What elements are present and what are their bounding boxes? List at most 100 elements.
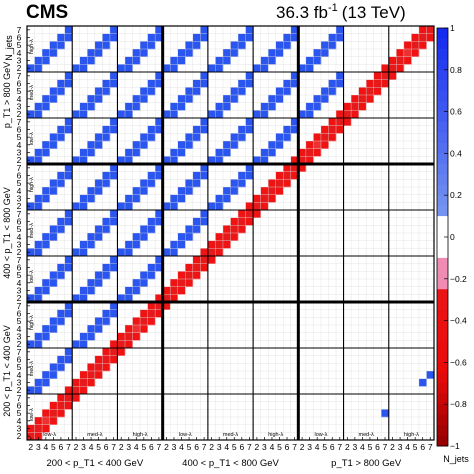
heatmap-cell [162, 110, 171, 119]
x-tick-label: 5 [413, 442, 418, 452]
heatmap-cell [102, 125, 111, 134]
heatmap-cell [230, 133, 239, 142]
y-tick-label: 2 [17, 155, 22, 165]
heatmap-cell [351, 110, 359, 119]
heatmap-cell [109, 355, 118, 364]
heatmap-cell [57, 309, 65, 318]
heatmap-cell [102, 217, 111, 226]
y-tick-label: 5 [17, 178, 22, 188]
heatmap-cell [94, 363, 103, 372]
heatmap-cell [268, 187, 277, 195]
x-tick-label: 4 [360, 442, 365, 452]
heatmap-cell [132, 148, 141, 157]
heatmap-cell [238, 210, 246, 218]
y-tick-label: 7 [17, 301, 22, 311]
heatmap-cell [34, 156, 43, 165]
heatmap-cell [109, 309, 118, 318]
y-tick-label: 3 [17, 240, 22, 250]
heatmap-cell [64, 79, 73, 88]
heatmap-cell [313, 102, 322, 111]
heatmap-cell [238, 87, 246, 96]
heatmap-cell [245, 118, 254, 126]
heatmap-cell [109, 125, 118, 134]
heatmap-cell [42, 286, 50, 295]
heatmap-cell [34, 194, 43, 203]
colorbar-segment [437, 372, 448, 384]
y-tick-label: 4 [17, 94, 22, 104]
heatmap-cell [140, 187, 148, 195]
heatmap-cell [124, 56, 133, 65]
heatmap-cell [313, 141, 322, 149]
heatmap-cell [200, 171, 209, 180]
heatmap-cell [177, 279, 186, 287]
colorbar-segment [437, 163, 448, 175]
colorbar-tick-label: −0.2 [450, 274, 467, 284]
heatmap-cell [253, 110, 261, 119]
heatmap-cell [94, 141, 103, 149]
heatmap-cell [283, 33, 292, 42]
heatmap-cell [109, 33, 118, 42]
heatmap-cell [351, 102, 359, 111]
heatmap-cell [418, 378, 427, 387]
colorbar-tick-label: 0.4 [450, 148, 462, 158]
heatmap-cell [34, 332, 43, 341]
heatmap-cell [192, 179, 201, 188]
heatmap-cell [94, 179, 103, 188]
heatmap-cell [215, 64, 224, 73]
heatmap-cell [64, 348, 73, 356]
heatmap-cell [275, 133, 284, 142]
y-tick-label: 5 [17, 316, 22, 326]
x-tick-label: 6 [149, 442, 154, 452]
heatmap-cell [94, 49, 103, 57]
heatmap-cell [64, 33, 73, 42]
heatmap-cell [42, 95, 50, 103]
heatmap-cell [34, 340, 43, 349]
heatmap-cell [373, 72, 382, 80]
heatmap-cell [170, 240, 179, 249]
x-tick-label: 7 [247, 442, 252, 452]
heatmap-cell [222, 233, 231, 241]
heatmap-cell [42, 409, 50, 418]
heatmap-cell [283, 171, 292, 180]
heatmap-cell [102, 309, 111, 318]
heatmap-cell [87, 332, 96, 341]
heatmap-cell [64, 355, 73, 364]
heatmap-cell [147, 263, 156, 272]
y-tick-label: 7 [17, 255, 22, 265]
x-tick-label: 3 [398, 442, 403, 452]
x-tick-label: 5 [141, 442, 146, 452]
heatmap-cell [230, 41, 239, 50]
heatmap-cell [124, 102, 133, 111]
x-tick-label: 3 [307, 442, 312, 452]
x-tick-label: 7 [66, 442, 71, 452]
heatmap-cell [245, 72, 254, 80]
heatmap-cell [117, 294, 126, 303]
heatmap-cell [320, 95, 329, 103]
heatmap-cell [336, 118, 344, 126]
heatmap-cell [79, 248, 88, 257]
heatmap-cell [260, 148, 269, 157]
heatmap-cell [177, 141, 186, 149]
heatmap-cell [200, 248, 209, 257]
x-tick-label: 2 [74, 442, 79, 452]
heatmap-cell [72, 394, 81, 402]
heatmap-cell [57, 317, 65, 326]
heatmap-cell [253, 194, 261, 203]
heatmap-cell [328, 79, 337, 88]
heatmap-cell [94, 233, 103, 241]
heatmap-cell [72, 340, 81, 349]
heatmap-cell [275, 179, 284, 188]
x-tick-label: 2 [164, 442, 169, 452]
heatmap-cell [170, 248, 179, 257]
heatmap-cell [42, 417, 50, 425]
heatmap-cell [222, 56, 231, 65]
colorbar-segment [437, 174, 448, 186]
heatmap-cell [396, 49, 405, 57]
colorbar-tick-label: 0 [450, 232, 455, 242]
heatmap-cell [298, 164, 307, 172]
heatmap-cell [147, 125, 156, 134]
inner-bin-label-x: low-λ [315, 432, 328, 438]
heatmap-cell [207, 110, 216, 119]
heatmap-cell [94, 279, 103, 287]
heatmap-cell [373, 87, 382, 96]
